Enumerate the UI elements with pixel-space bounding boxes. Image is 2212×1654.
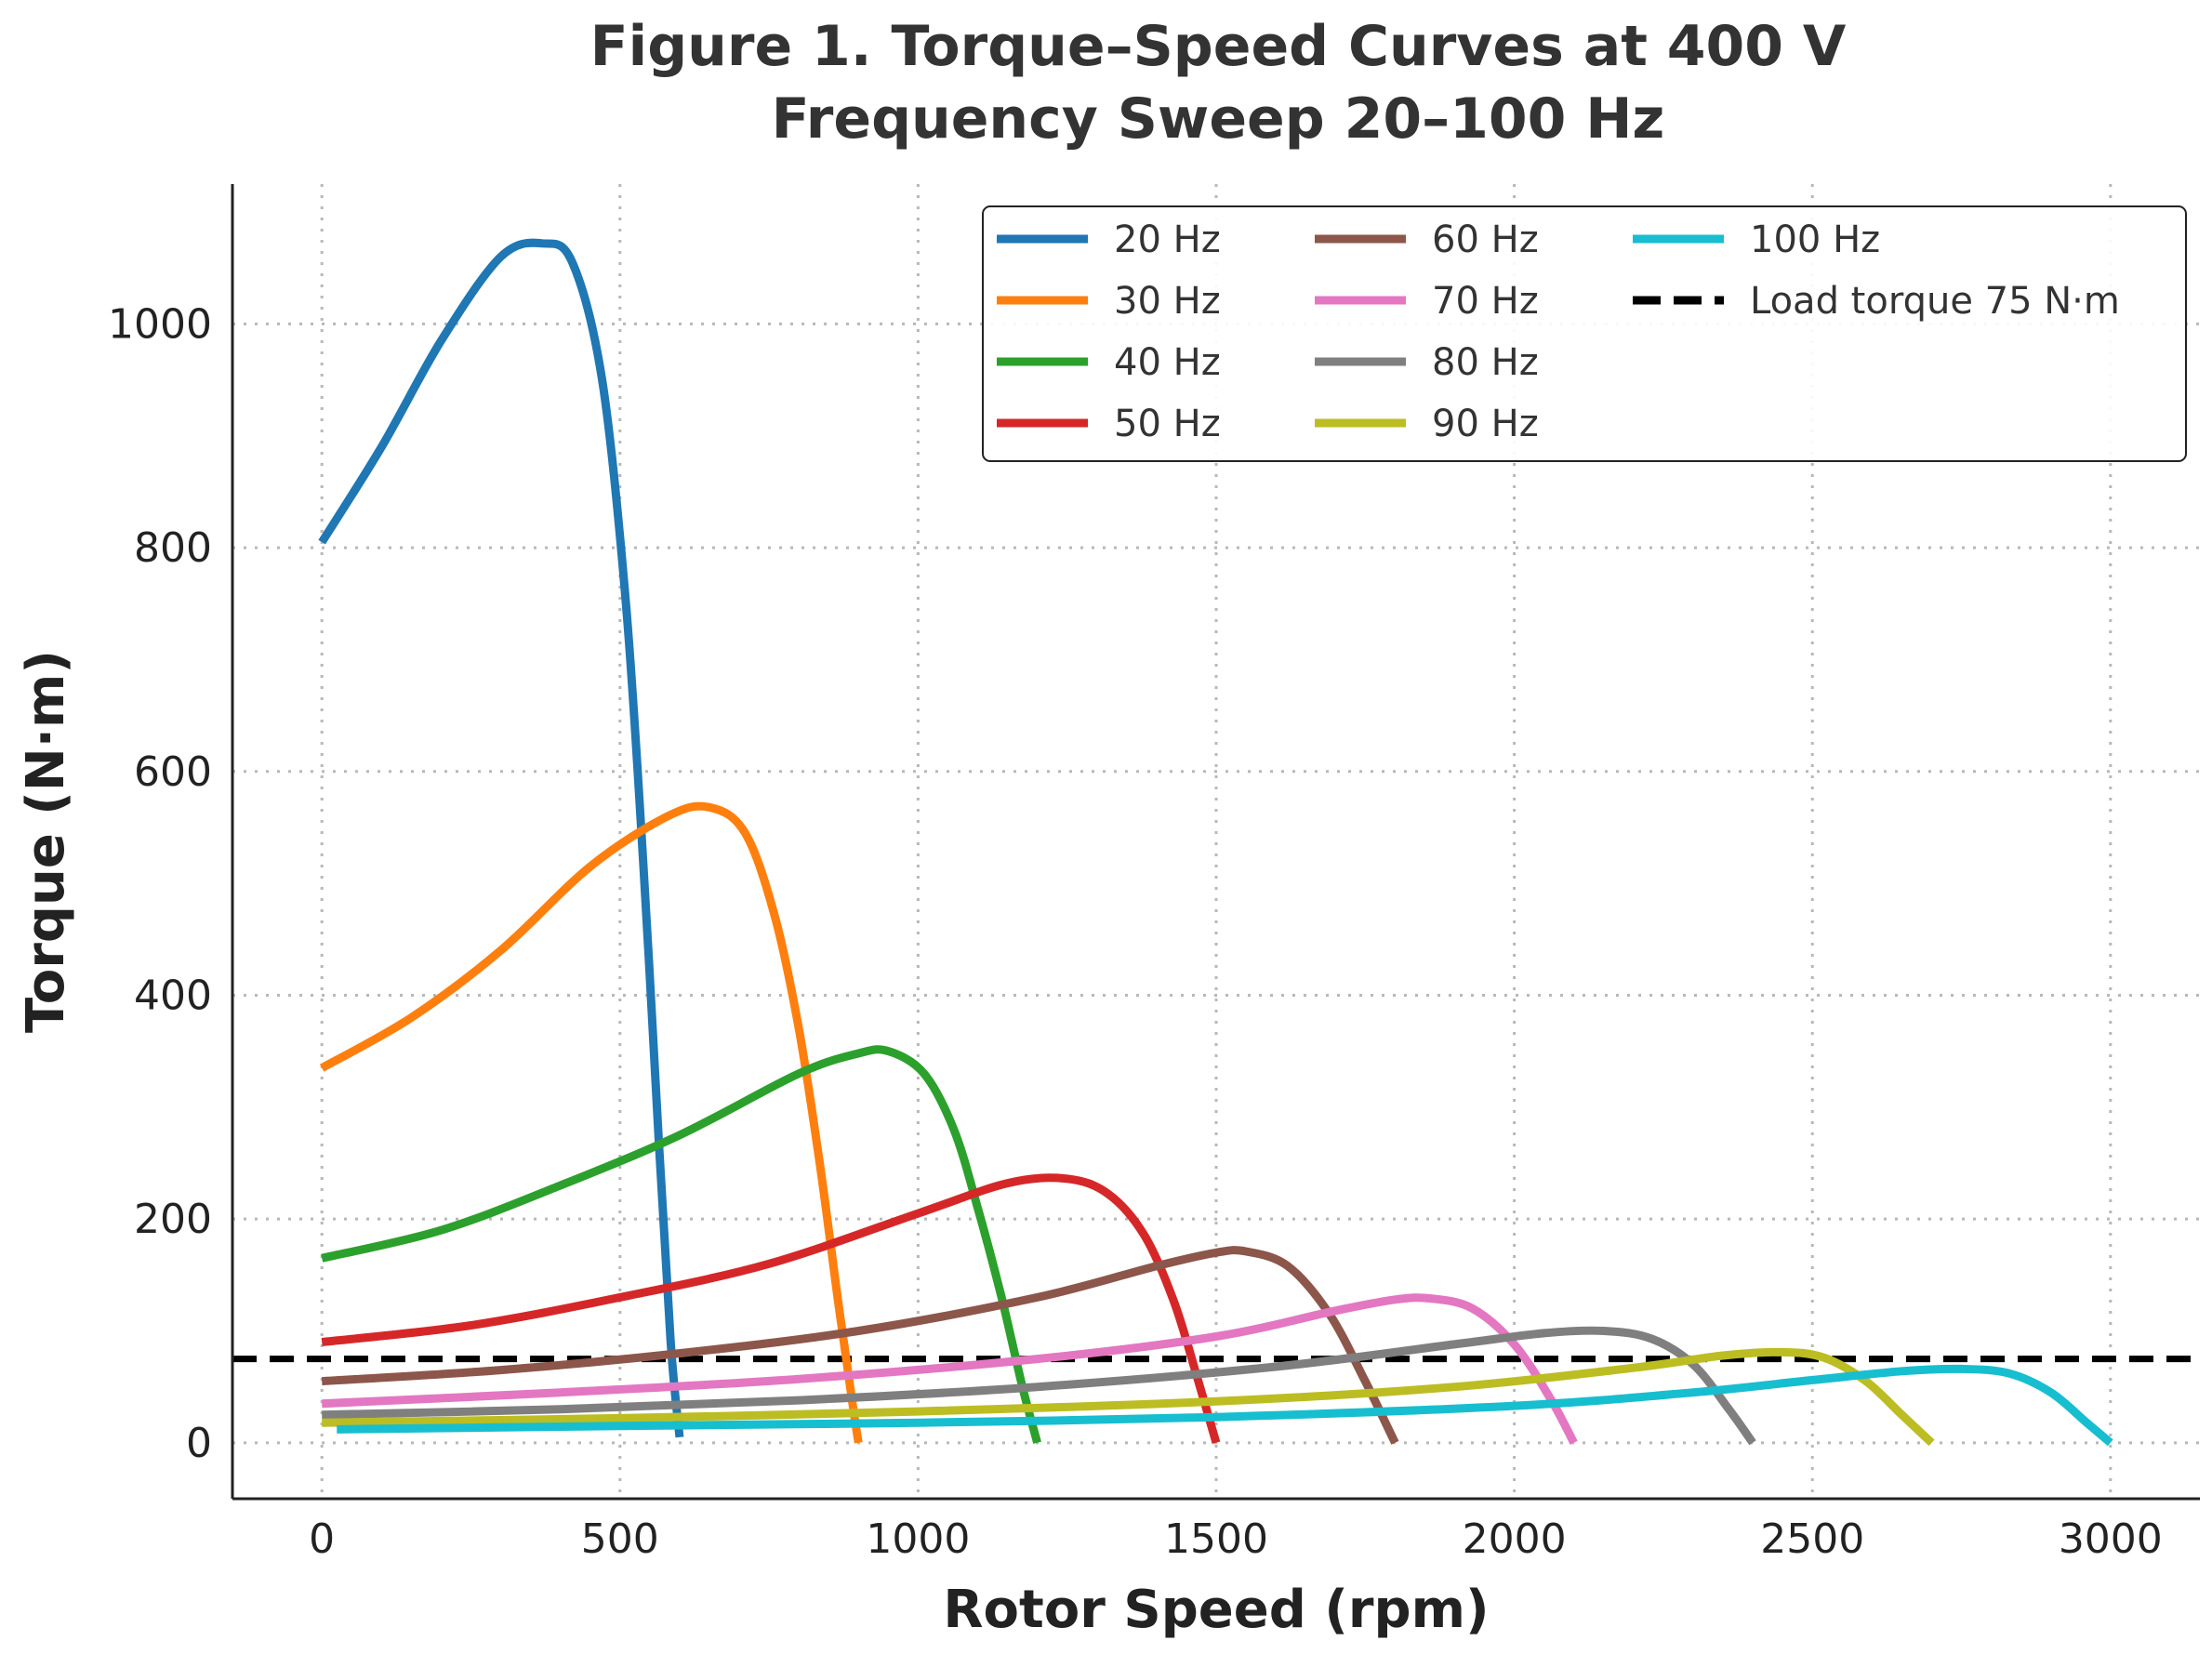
chart-title-line-2: Frequency Sweep 20–100 Hz (772, 86, 1665, 152)
series-line-90-hz (322, 1347, 1935, 1447)
y-tick-label: 0 (186, 1420, 212, 1467)
series-line-20-hz (318, 238, 684, 1438)
legend-label: 60 Hz (1432, 218, 1539, 261)
legend-label: 100 Hz (1750, 218, 1880, 261)
y-tick-label: 600 (134, 748, 212, 796)
x-tick-label: 500 (581, 1515, 659, 1563)
x-tick-label: 2500 (1760, 1515, 1864, 1563)
series-line-100-hz (337, 1364, 2113, 1447)
series-line-30-hz (319, 801, 863, 1444)
series-line-50-hz (321, 1173, 1221, 1445)
x-tick-label: 2000 (1463, 1515, 1567, 1563)
y-tick-label: 1000 (108, 300, 212, 348)
grid (232, 184, 2200, 1499)
y-tick-label: 200 (134, 1196, 212, 1243)
series-line-40-hz (321, 1045, 1041, 1444)
chart-title-line-1: Figure 1. Torque–Speed Curves at 400 V (590, 14, 1847, 79)
ticks: 0 500 1000 1500 2000 2500 3000 0 200 400 600 800 100… (108, 300, 2163, 1563)
series-line-80-hz (322, 1326, 1756, 1446)
legend-label: 70 Hz (1432, 280, 1539, 323)
legend-box (982, 205, 2187, 462)
legend-label: Load torque 75 N·m (1750, 280, 2120, 323)
x-axis-label: Rotor Speed (rpm) (943, 1580, 1489, 1640)
x-tick-label: 3000 (2059, 1515, 2163, 1563)
legend-items: 20 Hz 30 Hz 40 Hz 50 Hz 60 Hz 70 Hz 80 Hz 90 Hz… (997, 218, 2120, 445)
y-tick-label: 400 (134, 972, 212, 1019)
x-tick-label: 1500 (1164, 1515, 1268, 1563)
legend-label: 20 Hz (1114, 218, 1221, 261)
legend-label: 40 Hz (1114, 341, 1221, 384)
series-line-70-hz (321, 1293, 1578, 1445)
x-tick-label: 1000 (866, 1515, 970, 1563)
y-axis-label: Torque (N·m) (16, 650, 76, 1033)
legend-label: 50 Hz (1114, 403, 1221, 445)
legend-label: 30 Hz (1114, 280, 1221, 323)
legend-label: 80 Hz (1432, 341, 1539, 384)
x-tick-label: 0 (309, 1515, 335, 1563)
y-tick-label: 800 (134, 524, 212, 572)
series-layer (318, 238, 2113, 1447)
legend: 20 Hz 30 Hz 40 Hz 50 Hz 60 Hz 70 Hz 80 Hz 90 Hz… (982, 205, 2187, 462)
legend-label: 90 Hz (1432, 403, 1539, 445)
axes (231, 184, 2200, 1501)
